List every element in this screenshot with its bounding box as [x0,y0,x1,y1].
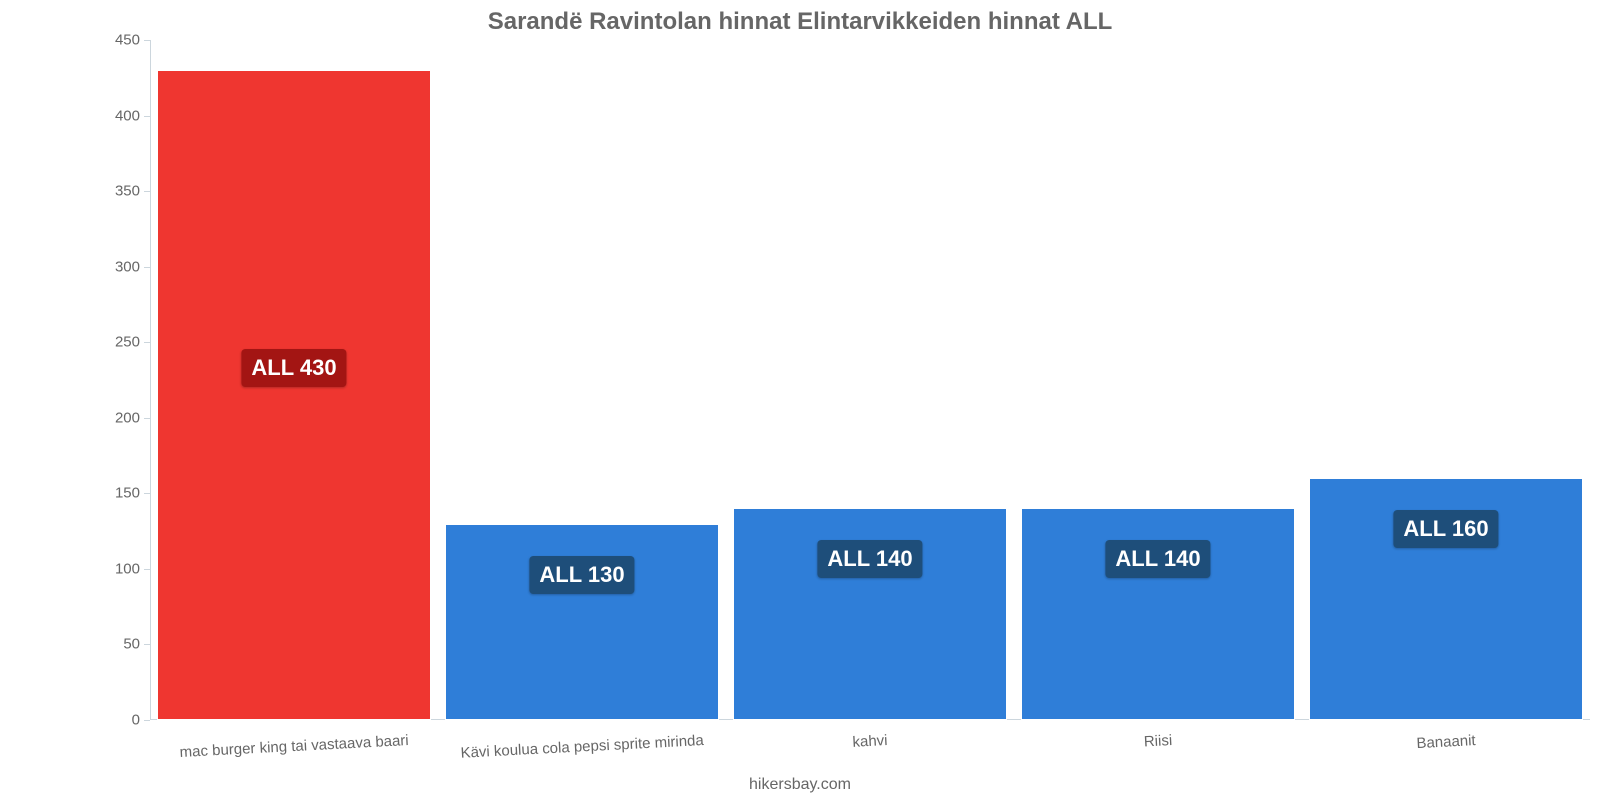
y-tick-label: 100 [115,560,140,577]
y-tick-mark [144,116,150,117]
bar-slot: ALL 140 [1014,40,1302,720]
value-badge: ALL 140 [817,540,922,578]
y-tick-mark [144,342,150,343]
value-badge: ALL 160 [1393,510,1498,548]
bar-slot: ALL 160 [1302,40,1590,720]
plot-area: ALL 430ALL 130ALL 140ALL 140ALL 160 0501… [150,40,1590,720]
y-tick-label: 50 [123,636,140,653]
x-category-label: Riisi [1143,732,1172,750]
y-tick-mark [144,493,150,494]
bar-slot: ALL 430 [150,40,438,720]
value-badge: ALL 140 [1105,540,1210,578]
y-tick-label: 250 [115,334,140,351]
x-category-label: kahvi [852,732,888,751]
bar-slot: ALL 140 [726,40,1014,720]
y-tick-mark [144,267,150,268]
y-tick-label: 350 [115,183,140,200]
y-tick-mark [144,191,150,192]
y-tick-mark [144,40,150,41]
bar [157,70,431,720]
y-tick-mark [144,569,150,570]
y-tick-label: 450 [115,32,140,49]
y-tick-mark [144,644,150,645]
attribution-text: hikersbay.com [0,776,1600,794]
y-tick-label: 150 [115,485,140,502]
y-tick-mark [144,720,150,721]
price-chart: Sarandë Ravintolan hinnat Elintarvikkeid… [0,0,1600,800]
x-category-label: Banaanit [1416,732,1476,752]
bar [445,524,719,720]
y-tick-mark [144,418,150,419]
y-tick-label: 400 [115,107,140,124]
y-tick-label: 0 [132,712,140,729]
bars-container: ALL 430 ALL 130 ALL 140 ALL 140 ALL 160 [150,40,1590,720]
x-category-label: Kävi koulua cola pepsi sprite mirinda [460,732,704,762]
y-tick-label: 200 [115,409,140,426]
bar-slot: ALL 130 [438,40,726,720]
value-badge: ALL 130 [529,556,634,594]
chart-title: Sarandë Ravintolan hinnat Elintarvikkeid… [0,8,1600,36]
x-category-label: mac burger king tai vastaava baari [179,732,409,761]
value-badge: ALL 430 [241,349,346,387]
y-tick-label: 300 [115,258,140,275]
